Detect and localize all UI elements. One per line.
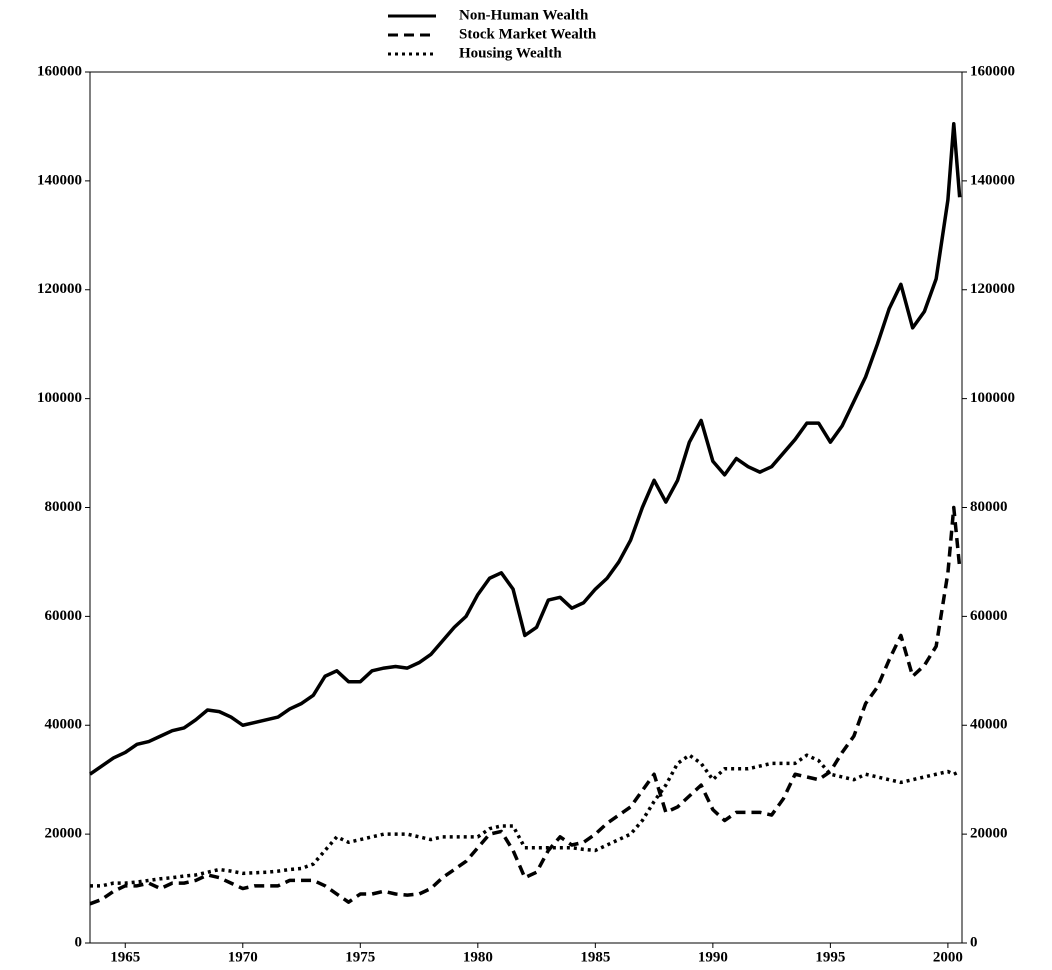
x-tick-label: 1970: [228, 949, 258, 965]
y2-tick-label: 40000: [970, 717, 1008, 733]
y2-tick-label: 80000: [970, 499, 1008, 515]
y-tick-label: 0: [75, 934, 83, 950]
y-tick-label: 160000: [37, 63, 82, 79]
plot-frame: [89, 71, 963, 944]
y-tick-label: 100000: [37, 390, 82, 406]
x-tick-label: 1975: [345, 949, 375, 965]
y2-tick-label: 120000: [970, 281, 1015, 297]
y2-tick-label: 60000: [970, 608, 1008, 624]
legend-label: Housing Wealth: [459, 45, 562, 61]
series-line: [89, 505, 962, 906]
y2-tick-label: 100000: [970, 390, 1015, 406]
legend-label: Non-Human Wealth: [459, 7, 589, 23]
series-line: [89, 121, 962, 776]
y-tick-label: 120000: [37, 281, 82, 297]
y2-tick-label: 140000: [970, 172, 1015, 188]
y2-tick-label: 160000: [970, 63, 1015, 79]
x-tick-label: 1990: [698, 949, 728, 965]
y2-tick-label: 0: [970, 934, 978, 950]
y-tick-label: 80000: [45, 499, 83, 515]
x-tick-label: 1995: [815, 949, 845, 965]
y-tick-label: 60000: [45, 608, 83, 624]
series-line: [90, 753, 961, 888]
y2-tick-label: 20000: [970, 826, 1008, 842]
y-tick-label: 20000: [45, 826, 83, 842]
y-tick-label: 140000: [37, 172, 82, 188]
legend-label: Stock Market Wealth: [459, 26, 597, 42]
x-tick-label: 2000: [933, 949, 963, 965]
x-tick-label: 1985: [580, 949, 610, 965]
x-tick-label: 1980: [463, 949, 493, 965]
x-tick-label: 1965: [110, 949, 140, 965]
y-tick-label: 40000: [45, 717, 83, 733]
